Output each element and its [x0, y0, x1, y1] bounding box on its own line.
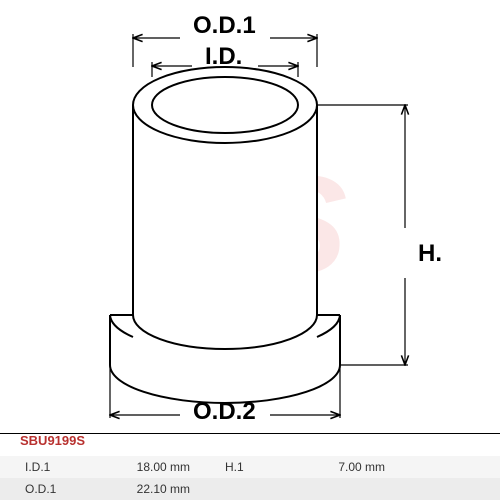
canvas: AS O.D.1 I.D. H. O.D.2 — [0, 0, 500, 500]
table-row: O.D.1 22.10 mm — [0, 478, 500, 500]
part-number: SBU9199S — [20, 433, 85, 448]
spec-value: 22.10 mm — [70, 482, 215, 496]
diagram-area: AS O.D.1 I.D. H. O.D.2 — [0, 10, 500, 440]
spec-table: I.D.1 18.00 mm H.1 7.00 mm O.D.1 22.10 m… — [0, 456, 500, 500]
spec-key: O.D.1 — [0, 482, 70, 496]
label-od1: O.D.1 — [193, 12, 256, 40]
spec-key: H.1 — [215, 460, 270, 474]
spec-value: 7.00 mm — [270, 460, 410, 474]
label-h: H. — [418, 240, 442, 268]
bushing-diagram — [0, 10, 500, 440]
spec-value: 18.00 mm — [70, 460, 215, 474]
label-id: I.D. — [205, 43, 242, 71]
table-row: I.D.1 18.00 mm H.1 7.00 mm — [0, 456, 500, 478]
spec-key: I.D.1 — [0, 460, 70, 474]
label-od2: O.D.2 — [193, 398, 256, 426]
